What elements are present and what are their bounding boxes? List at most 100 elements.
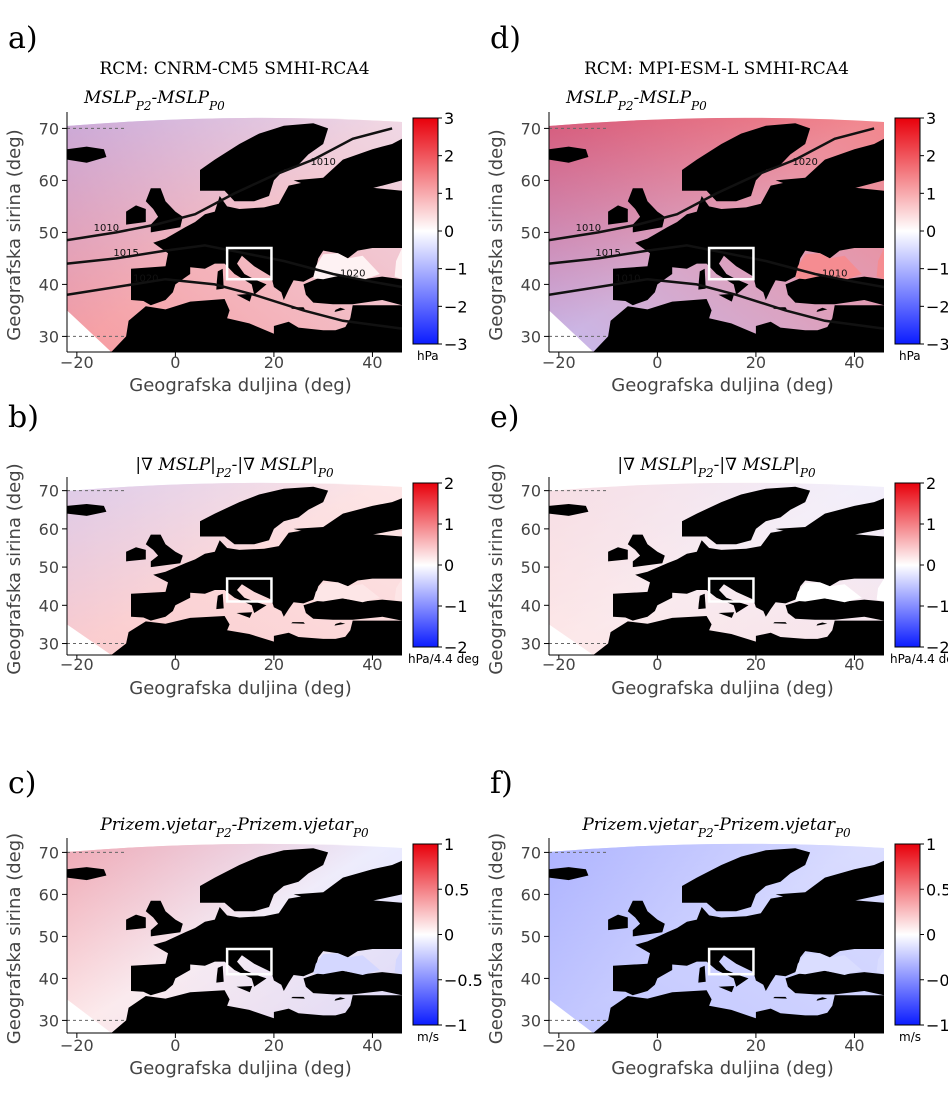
x-tick-label: 0 xyxy=(170,1036,180,1055)
x-tick-label: −20 xyxy=(542,1036,576,1055)
land-mass xyxy=(67,867,107,881)
land-mass xyxy=(698,965,706,983)
land-mass xyxy=(216,593,224,610)
y-tick-label: 60 xyxy=(521,520,541,539)
x-tick-label: −20 xyxy=(60,353,94,372)
land-mass xyxy=(816,997,828,1001)
colorbar-scale xyxy=(412,117,439,345)
isobar-label: 1020 xyxy=(792,157,817,168)
colorbar-scale xyxy=(894,482,921,648)
land-mass xyxy=(291,996,305,999)
chart-title: |∇ MSLP|P2-|∇ MSLP|P0 xyxy=(135,455,334,480)
adriatic-box xyxy=(707,577,755,603)
colorbar-unit: hPa/4.4 deg xyxy=(890,652,948,666)
colorbar-tick-label: 0.5 xyxy=(444,880,469,899)
land-mass xyxy=(608,547,628,562)
y-tick-label: 30 xyxy=(39,1011,59,1030)
land-mass xyxy=(145,534,183,568)
colorbar-tick-label: 1 xyxy=(444,515,454,534)
land-mass xyxy=(718,612,735,618)
x-tick-label: 20 xyxy=(264,353,284,372)
isobar-label: 1015 xyxy=(113,248,138,259)
y-tick-label: 50 xyxy=(39,927,59,946)
inland-sea xyxy=(795,953,862,975)
x-tick-label: 40 xyxy=(362,1036,382,1055)
map-field xyxy=(67,482,402,655)
x-tick-label: 20 xyxy=(746,1036,766,1055)
colorbar-unit: hPa xyxy=(417,349,439,363)
land-mass xyxy=(236,612,253,618)
inland-sea xyxy=(394,248,402,280)
land-mass xyxy=(593,299,884,352)
land-mass xyxy=(200,848,329,912)
colorbar-tick-label: 2 xyxy=(444,147,454,166)
land-mass xyxy=(549,504,589,516)
y-tick-label: 30 xyxy=(39,327,59,346)
inland-sea xyxy=(876,578,884,602)
land-mass xyxy=(775,138,884,191)
colorbar-tick-label: 2 xyxy=(444,474,454,493)
land-mass xyxy=(718,986,735,993)
land-mass xyxy=(785,597,884,621)
colorbar-tick-label: 3 xyxy=(926,109,936,128)
adriatic-box xyxy=(225,577,273,603)
colorbar-scale xyxy=(894,843,921,1026)
land-mass xyxy=(291,622,305,624)
y-axis-label: Geografska sirina (deg) xyxy=(4,463,25,674)
panel-label: b) xyxy=(8,400,39,435)
colorbar-tick-label: −1 xyxy=(444,260,468,279)
land-mass xyxy=(682,486,811,545)
colorbar-tick-label: 0 xyxy=(444,556,454,575)
chart-title: |∇ MSLP|P2-|∇ MSLP|P0 xyxy=(617,455,816,480)
y-tick-label: 40 xyxy=(39,969,59,988)
isobar-line xyxy=(549,127,875,242)
x-tick-label: −20 xyxy=(60,1036,94,1055)
x-tick-label: 20 xyxy=(746,655,766,674)
x-axis-label: Geografska duljina (deg) xyxy=(129,678,351,699)
panel-c: c) Prizem.vjetarP2-Prizem.vjetarP0 30 40 50 6… xyxy=(4,766,483,1079)
y-axis-label: Geografska sirina (deg) xyxy=(486,833,507,1044)
chart-subtitle: MSLPP2-MSLPP0 xyxy=(83,88,225,113)
colorbar-tick-label: −2 xyxy=(926,638,948,657)
adriatic-box xyxy=(707,246,755,281)
y-tick-label: 30 xyxy=(521,635,541,654)
isobar-line xyxy=(549,277,884,330)
land-mass xyxy=(334,997,346,1001)
isobar-line xyxy=(67,244,402,289)
colorbar-tick-label: 1 xyxy=(926,835,936,854)
colorbar-tick-label: 1 xyxy=(926,184,936,203)
colorbar-tick-label: −2 xyxy=(444,638,468,657)
land-mass xyxy=(293,498,402,537)
panel-label: d) xyxy=(490,21,521,56)
land-mass xyxy=(126,205,146,225)
isobar-label: 1010 xyxy=(310,157,335,168)
land-mass xyxy=(126,914,146,931)
land-mass xyxy=(718,293,735,302)
land-mass xyxy=(816,622,828,626)
adriatic-box xyxy=(707,947,755,976)
y-tick-label: 70 xyxy=(39,482,59,501)
colorbar-scale xyxy=(894,117,921,345)
colorbar-tick-label: −3 xyxy=(926,335,948,354)
isobar-label: 1020 xyxy=(133,273,158,284)
y-tick-label: 50 xyxy=(521,558,541,577)
y-tick-label: 70 xyxy=(39,119,59,138)
panel-label: e) xyxy=(490,400,519,435)
chart-title: RCM: MPI-ESM-L SMHI-RCA4 xyxy=(584,59,849,79)
colorbar-tick-label: −0.5 xyxy=(926,971,948,990)
chart-title: RCM: CNRM-CM5 SMHI-RCA4 xyxy=(99,59,369,79)
land-mass xyxy=(334,622,346,626)
y-tick-label: 40 xyxy=(521,275,541,294)
colorbar: 1 0.5 0 −0.5 −1 m/s xyxy=(894,835,948,1044)
land-mass xyxy=(216,965,224,983)
land-mass xyxy=(613,894,884,996)
x-tick-label: 40 xyxy=(362,655,382,674)
y-tick-label: 40 xyxy=(39,596,59,615)
x-tick-label: 20 xyxy=(746,353,766,372)
land-mass xyxy=(111,616,402,655)
colorbar-tick-label: 2 xyxy=(926,474,936,493)
land-mass xyxy=(785,970,884,996)
land-mass xyxy=(627,188,665,233)
